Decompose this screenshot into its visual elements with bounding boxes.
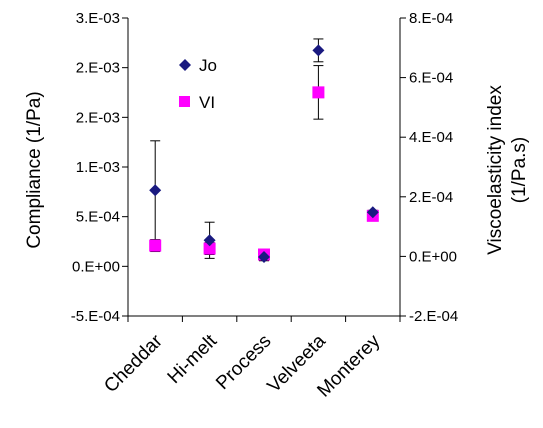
left-tick-label: 2.E-03 (76, 109, 120, 126)
left-tick-label: 3.E-03 (76, 10, 120, 27)
right-tick-label: 8.E-04 (409, 10, 453, 27)
left-tick-label: 1.E-03 (76, 159, 120, 176)
right-axis-title-line2: (1/Pa.s) (509, 137, 530, 204)
category-label: Cheddar (100, 330, 167, 397)
data-point-jo (312, 44, 325, 57)
right-tick-label: 0.E+00 (409, 248, 457, 265)
right-tick-label: 2.E-04 (409, 189, 453, 206)
right-axis-ticks: 8.E-04 6.E-04 4.E-04 2.E-04 0.E+00 -2.E-04 (400, 10, 458, 325)
right-tick-label: -2.E-04 (409, 308, 458, 325)
legend-label-jo: Jo (199, 56, 217, 75)
x-axis-ticks (127, 316, 401, 322)
left-tick-label: -5.E-04 (71, 308, 120, 325)
left-tick-label: 5.E-04 (76, 209, 120, 226)
data-point-jo (258, 250, 270, 263)
error-bars (150, 38, 378, 262)
left-axis-title: Compliance (1/Pa) (24, 91, 45, 248)
data-point-vi (149, 239, 162, 252)
right-tick-label: 4.E-04 (409, 129, 453, 146)
left-axis-ticks: 3.E-03 2.E-03 2.E-03 1.E-03 5.E-04 0.E+00 -5.E… (71, 10, 128, 325)
data-markers (149, 44, 379, 263)
data-point-vi (312, 86, 325, 99)
data-point-jo (366, 206, 379, 219)
data-point-jo (149, 184, 162, 197)
left-tick-label: 0.E+00 (72, 258, 120, 275)
legend-marker-vi (179, 96, 190, 107)
legend: Jo VI (179, 56, 217, 112)
left-tick-label: 2.E-03 (76, 60, 120, 77)
data-point-jo (203, 234, 216, 247)
right-tick-label: 6.E-04 (409, 70, 453, 87)
right-axis-title-line1: Viscoelasticity index (485, 85, 506, 255)
legend-marker-jo (179, 59, 191, 71)
legend-label-vi: VI (199, 93, 215, 112)
data-point-vi (203, 242, 216, 255)
